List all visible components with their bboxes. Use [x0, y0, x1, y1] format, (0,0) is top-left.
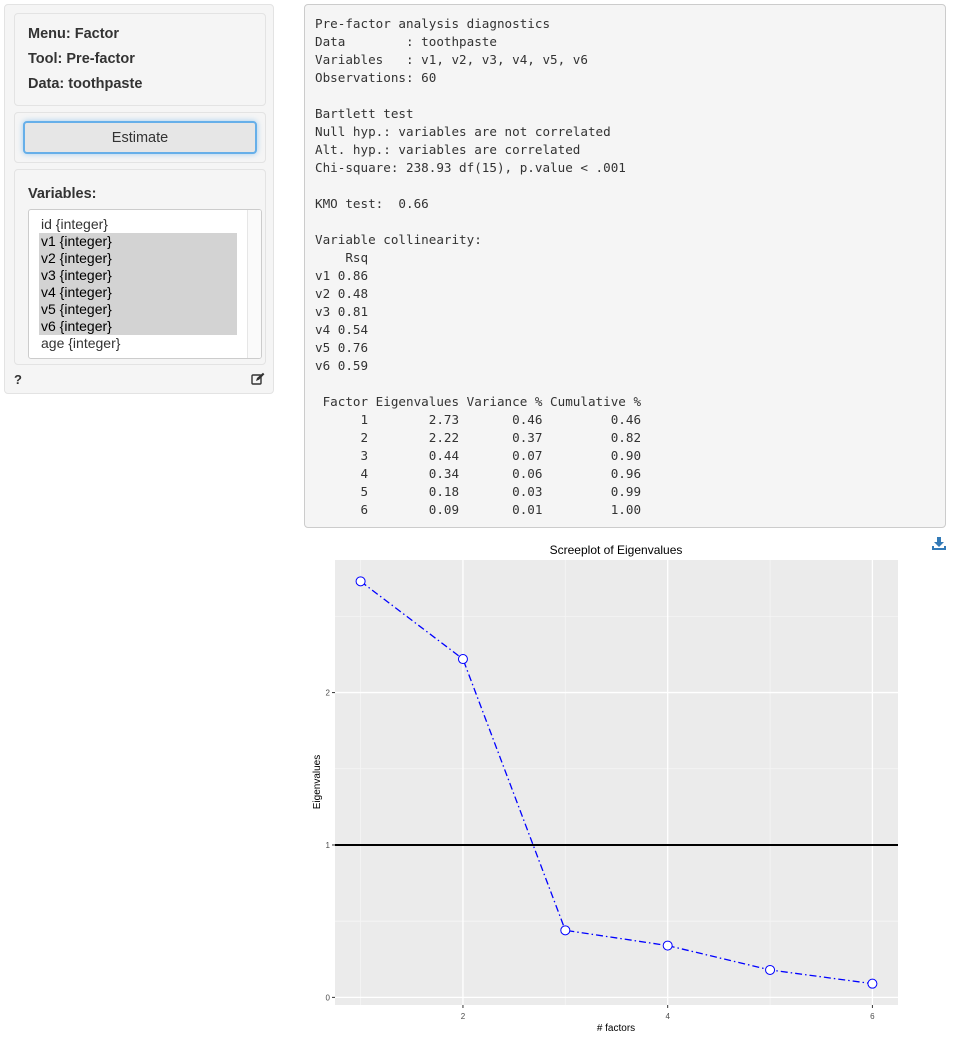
output-line: Variables : v1, v2, v3, v4, v5, v6: [315, 52, 588, 67]
variable-option[interactable]: id {integer}: [41, 216, 108, 232]
output-line: Chi-square: 238.93 df(15), p.value < .00…: [315, 160, 626, 175]
output-line: 2 2.22 0.37 0.82: [315, 430, 642, 445]
variables-select[interactable]: id {integer} v1 {integer} v2 {integer} v3 {…: [28, 209, 262, 359]
output-line: v4 0.54: [315, 322, 369, 337]
x-tick-label: 6: [870, 1012, 875, 1021]
output-line: Variable collinearity:: [315, 232, 482, 247]
x-axis-label: # factors: [597, 1023, 635, 1034]
x-tick-label: 4: [665, 1012, 670, 1021]
chart-title: Screeplot of Eigenvalues: [550, 543, 683, 557]
output-line: v1 0.86: [315, 268, 369, 283]
output-line: Bartlett test: [315, 106, 414, 121]
y-tick-label: 0: [326, 993, 331, 1002]
plot-panel: [335, 560, 898, 1005]
variable-option[interactable]: age {integer}: [41, 335, 121, 351]
output-line: Alt. hyp.: variables are correlated: [315, 142, 581, 157]
axis-ticks: 2 4 6 0 1 2: [326, 689, 876, 1021]
output-line: v3 0.81: [315, 304, 369, 319]
output-line: v2 0.48: [315, 286, 369, 301]
edit-icon[interactable]: [251, 372, 265, 386]
output-line: Data : toothpaste: [315, 34, 497, 49]
data-label: Data: toothpaste: [28, 76, 143, 92]
menu-label: Menu: Factor: [28, 26, 120, 42]
variable-option[interactable]: v2 {integer}: [39, 250, 237, 267]
output-line: 5 0.18 0.03 0.99: [315, 484, 642, 499]
y-axis-label: Eigenvalues: [312, 755, 323, 809]
download-icon[interactable]: [932, 537, 946, 551]
estimate-well: Estimate: [14, 112, 266, 163]
data-point: [765, 964, 776, 975]
data-point: [355, 576, 366, 587]
sidebar: Menu: Factor Tool: Pre-factor Data: toot…: [4, 4, 274, 394]
eigenvalue-series: [355, 576, 878, 989]
output-text: Pre-factor analysis diagnostics Data : t…: [315, 15, 935, 519]
info-well: Menu: Factor Tool: Pre-factor Data: toot…: [14, 13, 266, 106]
output-line: 4 0.34 0.06 0.96: [315, 466, 642, 481]
output-line: v6 0.59: [315, 358, 369, 373]
data-point: [560, 925, 571, 936]
y-tick-label: 2: [326, 689, 331, 698]
output-line: Observations: 60: [315, 70, 437, 85]
variable-option[interactable]: v5 {integer}: [39, 301, 237, 318]
prefactor-output: Pre-factor analysis diagnostics Data : t…: [304, 4, 946, 528]
output-line: 6 0.09 0.01 1.00: [315, 502, 642, 517]
output-line: v5 0.76: [315, 340, 369, 355]
output-line: Factor Eigenvalues Variance % Cumulative…: [315, 394, 642, 409]
estimate-button[interactable]: Estimate: [23, 121, 257, 154]
variable-option[interactable]: v6 {integer}: [39, 318, 237, 335]
x-tick-label: 2: [461, 1012, 466, 1021]
data-point: [457, 654, 468, 665]
output-line: 3 0.44 0.07 0.90: [315, 448, 642, 463]
series-line: [360, 580, 873, 985]
variables-label: Variables:: [28, 186, 97, 202]
variable-option[interactable]: v1 {integer}: [39, 233, 237, 250]
help-icon[interactable]: ?: [14, 372, 22, 387]
output-line: Pre-factor analysis diagnostics: [315, 16, 551, 31]
data-point: [867, 978, 878, 989]
list-scrollbar[interactable]: [247, 210, 261, 358]
output-line: Null hyp.: variables are not correlated: [315, 124, 611, 139]
data-point: [662, 940, 673, 951]
output-line: KMO test: 0.66: [315, 196, 429, 211]
variables-well: Variables: id {integer} v1 {integer} v2 {i…: [14, 169, 266, 365]
variable-option[interactable]: v3 {integer}: [39, 267, 237, 284]
tool-label: Tool: Pre-factor: [28, 51, 135, 67]
screeplot-chart: Screeplot of Eigenvalues 2 4 6 0 1 2 # factor…: [312, 543, 898, 1034]
y-tick-label: 1: [326, 841, 331, 850]
output-line: Rsq: [315, 250, 369, 265]
variable-option[interactable]: v4 {integer}: [39, 284, 237, 301]
output-line: 1 2.73 0.46 0.46: [315, 412, 642, 427]
